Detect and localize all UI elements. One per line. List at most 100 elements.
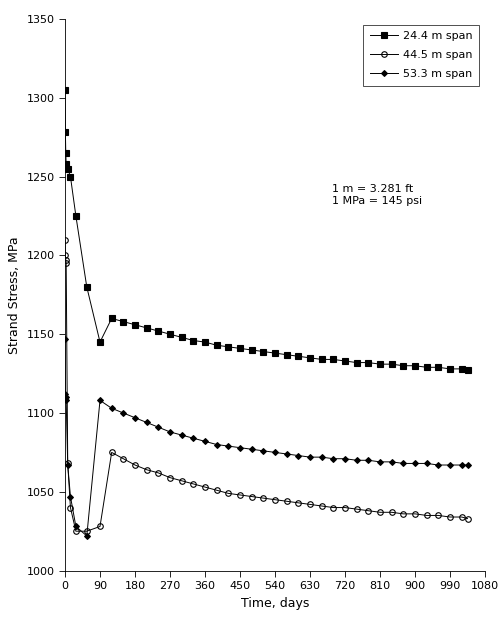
53.3 m span xyxy=(64,461,70,469)
24.4 m span xyxy=(458,365,464,373)
44.5 m span xyxy=(260,495,266,502)
44.5 m span xyxy=(97,522,103,530)
24.4 m span xyxy=(237,345,243,353)
24.4 m span xyxy=(248,346,254,354)
44.5 m span xyxy=(400,510,406,518)
24.4 m span xyxy=(63,149,69,157)
53.3 m span xyxy=(272,449,278,456)
53.3 m span xyxy=(464,461,470,469)
24.4 m span xyxy=(190,337,196,344)
53.3 m span xyxy=(120,409,126,417)
44.5 m span xyxy=(237,491,243,499)
24.4 m span xyxy=(202,339,208,346)
24.4 m span xyxy=(296,353,302,360)
44.5 m span xyxy=(436,512,442,519)
24.4 m span xyxy=(97,339,103,346)
44.5 m span xyxy=(388,508,394,516)
44.5 m span xyxy=(272,496,278,503)
53.3 m span xyxy=(342,455,348,463)
53.3 m span xyxy=(436,461,442,469)
24.4 m span xyxy=(318,356,324,363)
53.3 m span xyxy=(318,453,324,461)
44.5 m span xyxy=(68,504,73,512)
53.3 m span xyxy=(412,460,418,467)
44.5 m span xyxy=(144,466,150,474)
24.4 m span xyxy=(63,160,69,168)
53.3 m span xyxy=(63,397,69,404)
24.4 m span xyxy=(132,321,138,328)
53.3 m span xyxy=(226,443,232,450)
24.4 m span xyxy=(464,366,470,374)
24.4 m span xyxy=(62,129,68,136)
24.4 m span xyxy=(178,333,184,341)
44.5 m span xyxy=(62,236,68,243)
53.3 m span xyxy=(296,452,302,460)
44.5 m span xyxy=(202,483,208,491)
53.3 m span xyxy=(284,450,290,458)
44.5 m span xyxy=(120,455,126,463)
44.5 m span xyxy=(63,256,69,264)
53.3 m span xyxy=(458,461,464,469)
44.5 m span xyxy=(167,474,173,481)
53.3 m span xyxy=(108,404,114,412)
53.3 m span xyxy=(366,456,372,464)
24.4 m span xyxy=(330,356,336,363)
24.4 m span xyxy=(144,324,150,332)
24.4 m span xyxy=(73,212,79,220)
24.4 m span xyxy=(424,363,430,371)
53.3 m span xyxy=(214,441,220,448)
53.3 m span xyxy=(424,460,430,467)
53.3 m span xyxy=(330,455,336,463)
24.4 m span xyxy=(377,360,383,368)
53.3 m span xyxy=(132,414,138,422)
44.5 m span xyxy=(318,502,324,510)
53.3 m span xyxy=(68,493,73,500)
44.5 m span xyxy=(156,469,162,477)
44.5 m span xyxy=(307,501,313,508)
53.3 m span xyxy=(377,458,383,465)
Line: 53.3 m span: 53.3 m span xyxy=(63,337,470,538)
24.4 m span xyxy=(226,343,232,351)
Text: 1 m = 3.281 ft
1 MPa = 145 psi: 1 m = 3.281 ft 1 MPa = 145 psi xyxy=(332,184,422,206)
24.4 m span xyxy=(260,347,266,355)
44.5 m span xyxy=(424,512,430,519)
44.5 m span xyxy=(248,493,254,500)
24.4 m span xyxy=(366,359,372,366)
44.5 m span xyxy=(178,477,184,484)
53.3 m span xyxy=(202,437,208,445)
44.5 m span xyxy=(214,486,220,494)
53.3 m span xyxy=(248,446,254,453)
44.5 m span xyxy=(412,510,418,518)
24.4 m span xyxy=(167,330,173,338)
44.5 m span xyxy=(354,505,360,513)
53.3 m span xyxy=(156,424,162,431)
44.5 m span xyxy=(464,515,470,522)
44.5 m span xyxy=(342,504,348,512)
24.4 m span xyxy=(64,165,70,172)
53.3 m span xyxy=(97,397,103,404)
24.4 m span xyxy=(412,362,418,370)
24.4 m span xyxy=(214,342,220,349)
44.5 m span xyxy=(330,504,336,512)
Line: 24.4 m span: 24.4 m span xyxy=(62,87,470,373)
53.3 m span xyxy=(62,335,68,343)
24.4 m span xyxy=(156,327,162,335)
53.3 m span xyxy=(190,434,196,442)
44.5 m span xyxy=(190,480,196,488)
44.5 m span xyxy=(64,460,70,467)
24.4 m span xyxy=(307,354,313,361)
24.4 m span xyxy=(120,318,126,325)
Line: 44.5 m span: 44.5 m span xyxy=(62,237,470,534)
44.5 m span xyxy=(63,259,69,267)
44.5 m span xyxy=(73,527,79,535)
24.4 m span xyxy=(284,351,290,358)
53.3 m span xyxy=(447,461,453,469)
53.3 m span xyxy=(260,447,266,455)
53.3 m span xyxy=(307,453,313,461)
Y-axis label: Strand Stress, MPa: Strand Stress, MPa xyxy=(8,236,21,354)
Legend: 24.4 m span, 44.5 m span, 53.3 m span: 24.4 m span, 44.5 m span, 53.3 m span xyxy=(363,25,480,86)
44.5 m span xyxy=(132,461,138,469)
44.5 m span xyxy=(62,252,68,259)
53.3 m span xyxy=(63,394,69,401)
53.3 m span xyxy=(84,532,90,540)
